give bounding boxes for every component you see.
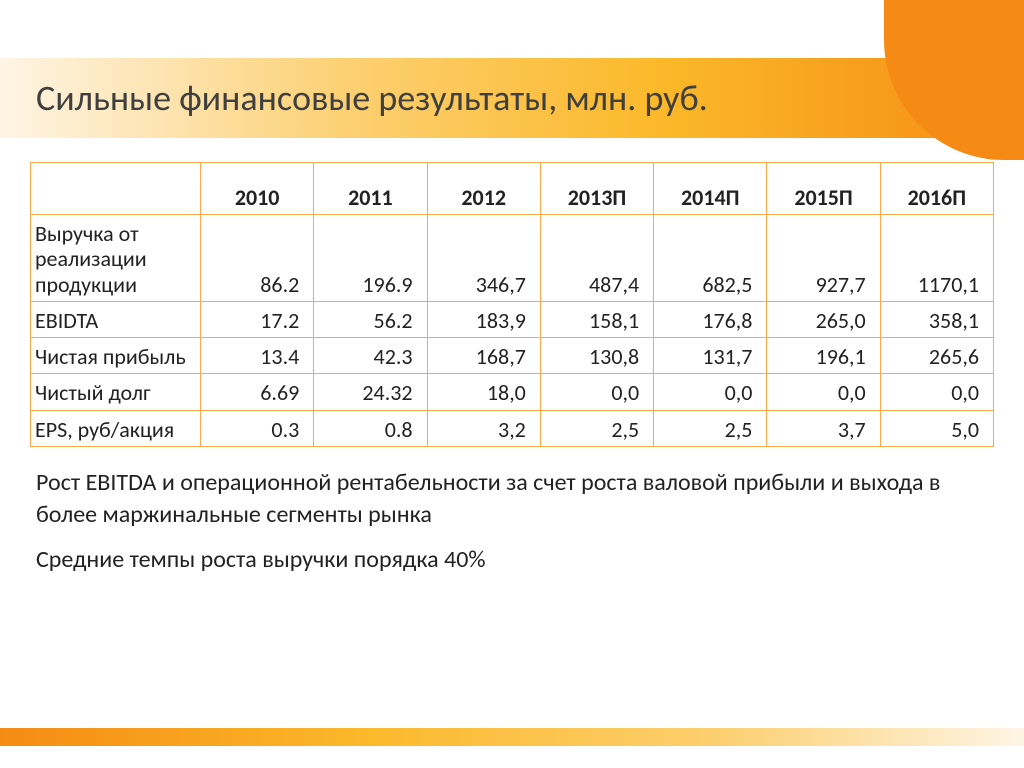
cell: 196.9 — [314, 215, 427, 302]
row-label: EBIDTA — [31, 301, 201, 337]
cell: 24.32 — [314, 374, 427, 410]
table-row: EPS, руб/акция 0.3 0.8 3,2 2,5 2,5 3,7 5… — [31, 410, 994, 446]
cell: 86.2 — [201, 215, 314, 302]
cell: 131,7 — [654, 338, 767, 374]
cell: 0.3 — [201, 410, 314, 446]
table-row: Выручка от реализации продукции 86.2 196… — [31, 215, 994, 302]
table-row: Чистый долг 6.69 24.32 18,0 0,0 0,0 0,0 … — [31, 374, 994, 410]
cell: 5,0 — [880, 410, 993, 446]
table-header: 2011 — [314, 163, 427, 215]
notes-section: Рост EBITDA и операционной рентабельност… — [30, 467, 994, 576]
cell: 42.3 — [314, 338, 427, 374]
cell: 158,1 — [540, 301, 653, 337]
table-row: Чистая прибыль 13.4 42.3 168,7 130,8 131… — [31, 338, 994, 374]
cell: 346,7 — [427, 215, 540, 302]
cell: 3,2 — [427, 410, 540, 446]
footer-decoration — [0, 728, 1024, 746]
cell: 3,7 — [767, 410, 880, 446]
table-header: 2016П — [880, 163, 993, 215]
cell: 17.2 — [201, 301, 314, 337]
note-text: Рост EBITDA и операционной рентабельност… — [36, 467, 988, 532]
cell: 265,0 — [767, 301, 880, 337]
table-header-row: 2010 2011 2012 2013П 2014П 2015П 2016П — [31, 163, 994, 215]
row-label: EPS, руб/акция — [31, 410, 201, 446]
table-header: 2013П — [540, 163, 653, 215]
table-header: 2015П — [767, 163, 880, 215]
cell: 56.2 — [314, 301, 427, 337]
cell: 1170,1 — [880, 215, 993, 302]
cell: 196,1 — [767, 338, 880, 374]
cell: 358,1 — [880, 301, 993, 337]
cell: 487,4 — [540, 215, 653, 302]
cell: 2,5 — [654, 410, 767, 446]
main-content: 2010 2011 2012 2013П 2014П 2015П 2016П В… — [30, 162, 994, 588]
cell: 13.4 — [201, 338, 314, 374]
title-band: Сильные финансовые результаты, млн. руб. — [0, 58, 1024, 138]
cell: 176,8 — [654, 301, 767, 337]
cell: 0,0 — [880, 374, 993, 410]
cell: 18,0 — [427, 374, 540, 410]
table-header: 2012 — [427, 163, 540, 215]
cell: 927,7 — [767, 215, 880, 302]
cell: 168,7 — [427, 338, 540, 374]
slide-title: Сильные финансовые результаты, млн. руб. — [36, 76, 708, 120]
cell: 265,6 — [880, 338, 993, 374]
note-text: Средние темпы роста выручки порядка 40% — [36, 544, 988, 576]
cell: 2,5 — [540, 410, 653, 446]
table-header: 2014П — [654, 163, 767, 215]
cell: 183,9 — [427, 301, 540, 337]
cell: 6.69 — [201, 374, 314, 410]
table-header: 2010 — [201, 163, 314, 215]
cell: 0,0 — [654, 374, 767, 410]
cell: 0.8 — [314, 410, 427, 446]
financial-table: 2010 2011 2012 2013П 2014П 2015П 2016П В… — [30, 162, 994, 447]
row-label: Выручка от реализации продукции — [31, 215, 201, 302]
cell: 682,5 — [654, 215, 767, 302]
row-label: Чистый долг — [31, 374, 201, 410]
cell: 0,0 — [540, 374, 653, 410]
table-header-blank — [31, 163, 201, 215]
cell: 0,0 — [767, 374, 880, 410]
cell: 130,8 — [540, 338, 653, 374]
table-row: EBIDTA 17.2 56.2 183,9 158,1 176,8 265,0… — [31, 301, 994, 337]
row-label: Чистая прибыль — [31, 338, 201, 374]
